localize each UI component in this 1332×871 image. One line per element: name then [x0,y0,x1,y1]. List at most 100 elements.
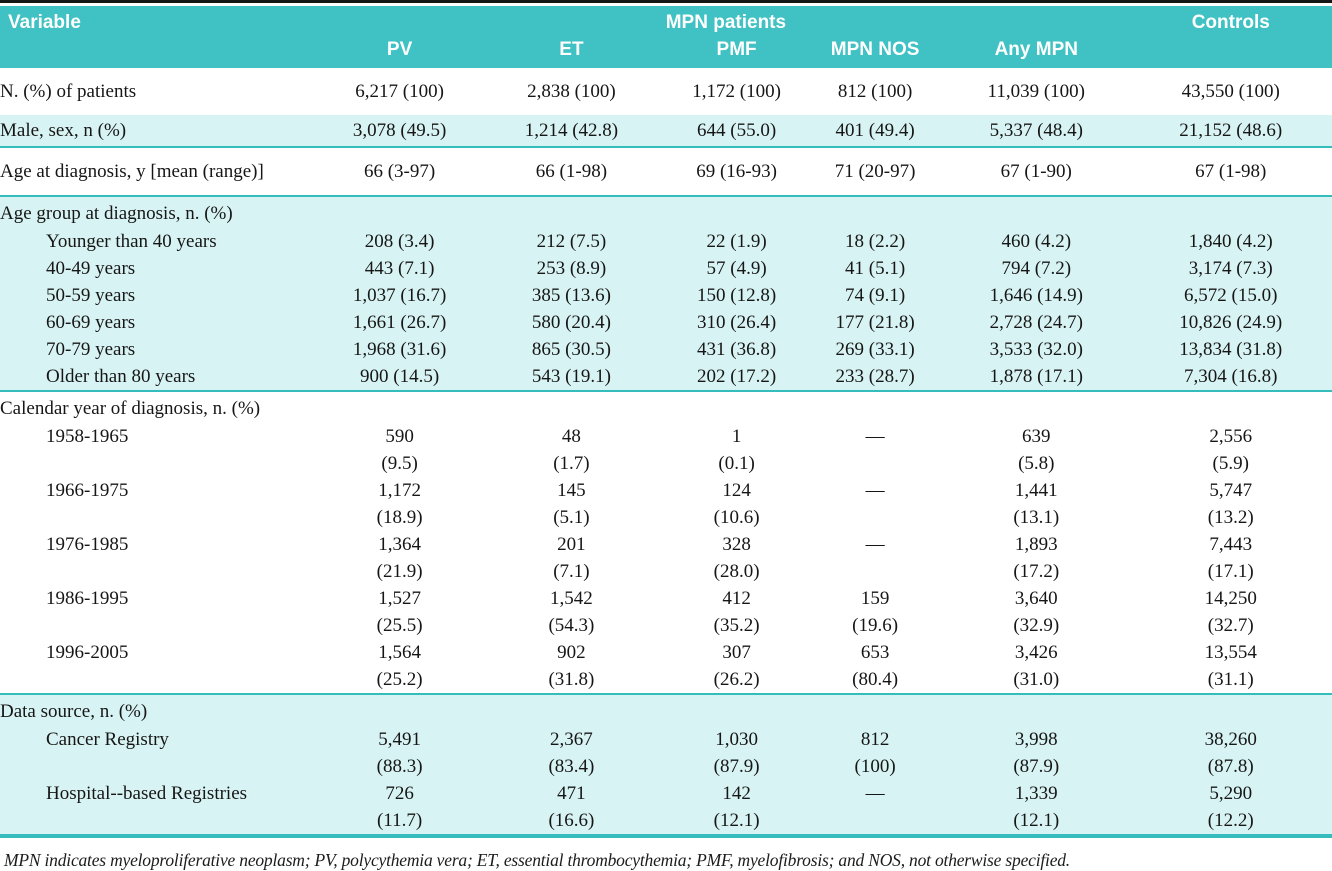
cell-value: 328 [665,531,808,558]
cell-value: 48 [476,423,666,450]
cell-value: 902 [476,639,666,666]
cell-value: 3,533 (32.0) [943,336,1130,363]
column-header-variable: Variable [0,6,323,36]
cell-value: 3,426 [943,639,1130,666]
cell-value: 57 (4.9) [665,255,808,282]
cell-value: 66 (1-98) [476,147,666,197]
cell-value: 1,214 (42.8) [476,115,666,148]
cell-percent: (19.6) [807,612,944,639]
cell-value: 1,542 [476,585,666,612]
cell-value: 1,661 (26.7) [322,309,477,336]
cell-value: 644 (55.0) [665,115,808,148]
empty-cell [665,196,808,228]
row-label: 1986-1995 [0,585,323,612]
row-label: Older than 80 years [0,363,323,392]
empty-cell [665,694,808,726]
cell-value: 208 (3.4) [322,228,477,255]
empty-cell [943,694,1130,726]
cell-percent: (31.0) [943,666,1130,695]
empty-cell [322,196,477,228]
cell-value: 812 [807,726,944,753]
cell-value: 41 (5.1) [807,255,944,282]
cell-value: 3,174 (7.3) [1129,255,1332,282]
cell-value: 639 [943,423,1130,450]
column-header-mpn-nos: MPN NOS [807,36,944,68]
cell-percent: (9.5) [322,450,477,477]
cell-percent: (21.9) [322,558,477,585]
table-row-percents: (11.7) (16.6) (12.1) (12.1) (12.2) [0,807,1332,838]
cell-value: 7,443 [1129,531,1332,558]
cell-value: 1,527 [322,585,477,612]
cell-value: 1,840 (4.2) [1129,228,1332,255]
cell-value: 38,260 [1129,726,1332,753]
column-header-any-mpn: Any MPN [943,36,1130,68]
cell-percent: (5.8) [943,450,1130,477]
cell-value: 471 [476,780,666,807]
cell-value: 2,556 [1129,423,1332,450]
cell-value: 1,172 (100) [665,68,808,115]
table-row-percents: (21.9) (7.1) (28.0) (17.2) (17.1) [0,558,1332,585]
cell-value: 431 (36.8) [665,336,808,363]
header-spacer [0,36,323,68]
cell-value: 69 (16-93) [665,147,808,197]
cell-percent: (31.1) [1129,666,1332,695]
cell-value: — [807,423,944,450]
table-header: Variable MPN patients Controls PV ET PMF… [0,6,1332,68]
cell-value: — [807,531,944,558]
row-label: Cancer Registry [0,726,323,753]
cell-value: 1,893 [943,531,1130,558]
table-footnote: MPN indicates myeloproliferative neoplas… [4,850,1070,870]
cell-value: 1,564 [322,639,477,666]
cell-value: 794 (7.2) [943,255,1130,282]
empty-cell [476,391,666,423]
cell-value: — [807,477,944,504]
table-row-percents: (18.9) (5.1) (10.6) (13.1) (13.2) [0,504,1332,531]
table-row: Younger than 40 years 208 (3.4) 212 (7.5) 2… [0,228,1332,255]
row-label: Age at diagnosis, y [mean (range)] [0,147,323,197]
empty-cell [1129,391,1332,423]
empty-cell [807,391,944,423]
table-row: N. (%) of patients 6,217 (100) 2,838 (100)… [0,68,1332,115]
cell-value: 212 (7.5) [476,228,666,255]
top-border-line [0,0,1332,3]
row-label: N. (%) of patients [0,68,323,115]
table-row-values: 1996-2005 1,564 902 307 653 3,426 13,554 [0,639,1332,666]
cell-percent: (32.9) [943,612,1130,639]
table-row-percents: (9.5) (1.7) (0.1) (5.8) (5.9) [0,450,1332,477]
empty-cell [1129,694,1332,726]
cell-value: 307 [665,639,808,666]
empty-label [0,612,323,639]
cell-percent: (54.3) [476,612,666,639]
cell-value: 812 (100) [807,68,944,115]
cell-value: 124 [665,477,808,504]
cell-value: 1,037 (16.7) [322,282,477,309]
cell-percent: (25.5) [322,612,477,639]
cell-value: 3,640 [943,585,1130,612]
row-label: Male, sex, n (%) [0,115,323,148]
row-label: 40-49 years [0,255,323,282]
header-group-row: Variable MPN patients Controls [0,6,1332,36]
row-label: Hospital--based Registries [0,780,323,807]
row-label: 1996-2005 [0,639,323,666]
cell-value: 43,550 (100) [1129,68,1332,115]
cell-percent: (17.1) [1129,558,1332,585]
cell-value: 22 (1.9) [665,228,808,255]
cell-value: 253 (8.9) [476,255,666,282]
cell-value: 177 (21.8) [807,309,944,336]
empty-label [0,450,323,477]
cell-value: 3,078 (49.5) [322,115,477,148]
cell-value: 310 (26.4) [665,309,808,336]
table-row: 40-49 years 443 (7.1) 253 (8.9) 57 (4.9) 41 … [0,255,1332,282]
cell-value: 11,039 (100) [943,68,1130,115]
cell-percent: (12.2) [1129,807,1332,838]
cell-value: 67 (1-98) [1129,147,1332,197]
row-label: 1958-1965 [0,423,323,450]
cell-value: 580 (20.4) [476,309,666,336]
cell-value: 5,747 [1129,477,1332,504]
cell-value: 865 (30.5) [476,336,666,363]
empty-cell [1129,196,1332,228]
cell-percent: (5.9) [1129,450,1332,477]
empty-cell [665,391,808,423]
table-row-values: Hospital--based Registries 726 471 142—1,33… [0,780,1332,807]
table-row-values: 1958-1965 590 48 1—639 2,556 [0,423,1332,450]
